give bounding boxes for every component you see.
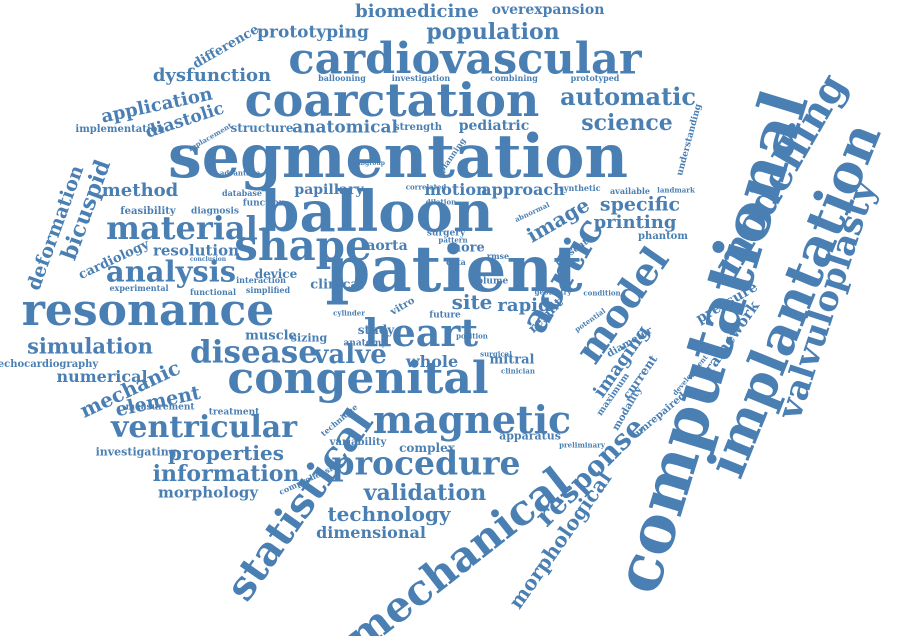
word-understanding: understanding — [675, 102, 704, 177]
word-synthetic: synthetic — [559, 183, 601, 193]
word-patient: patient — [325, 232, 583, 307]
word-position: position — [456, 331, 488, 341]
word-overexpansion: overexpansion — [491, 2, 605, 18]
word-geometry: geometry — [534, 287, 572, 297]
word-pediatric: pediatric — [458, 118, 530, 134]
word-structure: structure — [230, 121, 294, 135]
word-disease: disease — [190, 334, 318, 371]
word-resolution: resolution — [152, 241, 240, 260]
word-science: science — [581, 110, 673, 136]
word-heart: heart — [364, 310, 478, 355]
word-biomedicine: biomedicine — [355, 1, 479, 22]
word-rapid: rapid — [497, 295, 551, 316]
word-implementation: implementation — [75, 124, 165, 135]
word-dilation: dilation — [425, 197, 457, 207]
word-combining: combining — [490, 73, 538, 83]
word-properties: properties — [168, 441, 284, 465]
word-resonance: resonance — [21, 285, 275, 336]
word-ventricular: ventricular — [110, 410, 298, 445]
word-correlated: correlated — [405, 182, 447, 192]
word-investigation: investigation — [391, 73, 451, 83]
word-dimensional: dimensional — [316, 523, 426, 542]
word-function: function — [242, 198, 286, 209]
word-interaction: interaction — [236, 275, 286, 285]
word-balloon: balloon — [260, 179, 494, 245]
word-specific: specific — [599, 193, 681, 216]
word-diagnosis: diagnosis — [191, 206, 239, 217]
word-advantage: advantage — [219, 168, 261, 178]
word-numerical: numerical — [56, 367, 148, 386]
word-study: study — [357, 323, 395, 337]
word-anatomy: anatomy — [343, 338, 387, 349]
word-site: site — [451, 290, 493, 314]
word-prototyped: prototyped — [570, 73, 620, 83]
word-variability: variability — [329, 437, 387, 448]
word-valve: valve — [313, 340, 387, 370]
word-functional: functional — [189, 287, 237, 297]
word-congenital: congenital — [227, 353, 489, 404]
word-simulation: simulation — [27, 333, 153, 359]
word-simplified: simplified — [245, 285, 291, 295]
word-feasibility: feasibility — [120, 206, 176, 217]
word-difference: difference — [190, 22, 262, 72]
word-automatic: automatic — [560, 82, 696, 111]
word-investigating: investigating — [95, 445, 177, 459]
word-whole: whole — [405, 352, 459, 371]
word-cylinder: cylinder — [333, 308, 365, 318]
word-surgery: surgery — [426, 228, 466, 239]
word-conclusion: conclusion — [189, 256, 227, 263]
word-cardiovascular: cardiovascular — [288, 34, 642, 85]
word-subgroup: subgroup — [353, 160, 385, 167]
word-data: data — [446, 257, 466, 267]
word-database: database — [221, 188, 263, 198]
word-motion: motion — [424, 180, 488, 199]
word-technology: technology — [327, 502, 451, 526]
word-shape: shape — [234, 221, 372, 270]
word-echocardiography: echocardiography — [0, 359, 99, 370]
word-validation: validation — [363, 480, 487, 506]
word-material: material — [106, 209, 258, 247]
word-dysfunction: dysfunction — [152, 65, 272, 86]
word-morphology: morphology — [157, 483, 259, 502]
word-pattern: pattern — [438, 235, 468, 245]
word-complex: complex — [399, 441, 455, 455]
word-ballooning: ballooning — [318, 73, 366, 83]
word-clinician: clinician — [501, 366, 535, 376]
word-approach: approach — [481, 180, 565, 199]
word-landmark: landmark — [657, 185, 695, 195]
word-sizing: sizing — [290, 331, 328, 345]
word-prototyping: prototyping — [257, 22, 369, 43]
word-surgical: surgical — [480, 349, 512, 359]
word-preliminary: preliminary — [559, 440, 605, 450]
word-anatomical: anatomical — [292, 117, 398, 138]
word-papillary: papillary — [294, 182, 364, 198]
word-segmentation: segmentation — [168, 122, 628, 192]
word-measurement: measurement — [125, 402, 195, 413]
word-procedure: procedure — [331, 443, 521, 483]
word-strength: strength — [393, 122, 443, 133]
word-volume: volume — [471, 276, 509, 287]
word-method: method — [101, 180, 179, 201]
word-more: more — [447, 240, 485, 256]
word-apparatus: apparatus — [499, 429, 561, 443]
word-experimental: experimental — [109, 283, 169, 293]
word-mitral: mitral — [489, 352, 535, 368]
word-phantom: phantom — [638, 231, 688, 242]
word-analysis: analysis — [105, 254, 237, 289]
word-aorta: aorta — [366, 238, 408, 254]
word-muscle: muscle — [245, 328, 297, 344]
word-population: population — [426, 19, 560, 45]
word-clinical: clinical — [310, 277, 364, 293]
word-information: information — [152, 461, 300, 487]
word-coarctation: coarctation — [244, 73, 540, 127]
word-magnetic: magnetic — [372, 397, 572, 442]
word-treatment: treatment — [208, 407, 260, 418]
word-device: device — [254, 267, 298, 281]
word-condition: condition — [583, 288, 621, 298]
word-available: available — [610, 186, 650, 196]
word-printing: printing — [593, 212, 677, 233]
word-future: future — [429, 310, 461, 321]
word-rmse: rmse — [486, 251, 510, 261]
